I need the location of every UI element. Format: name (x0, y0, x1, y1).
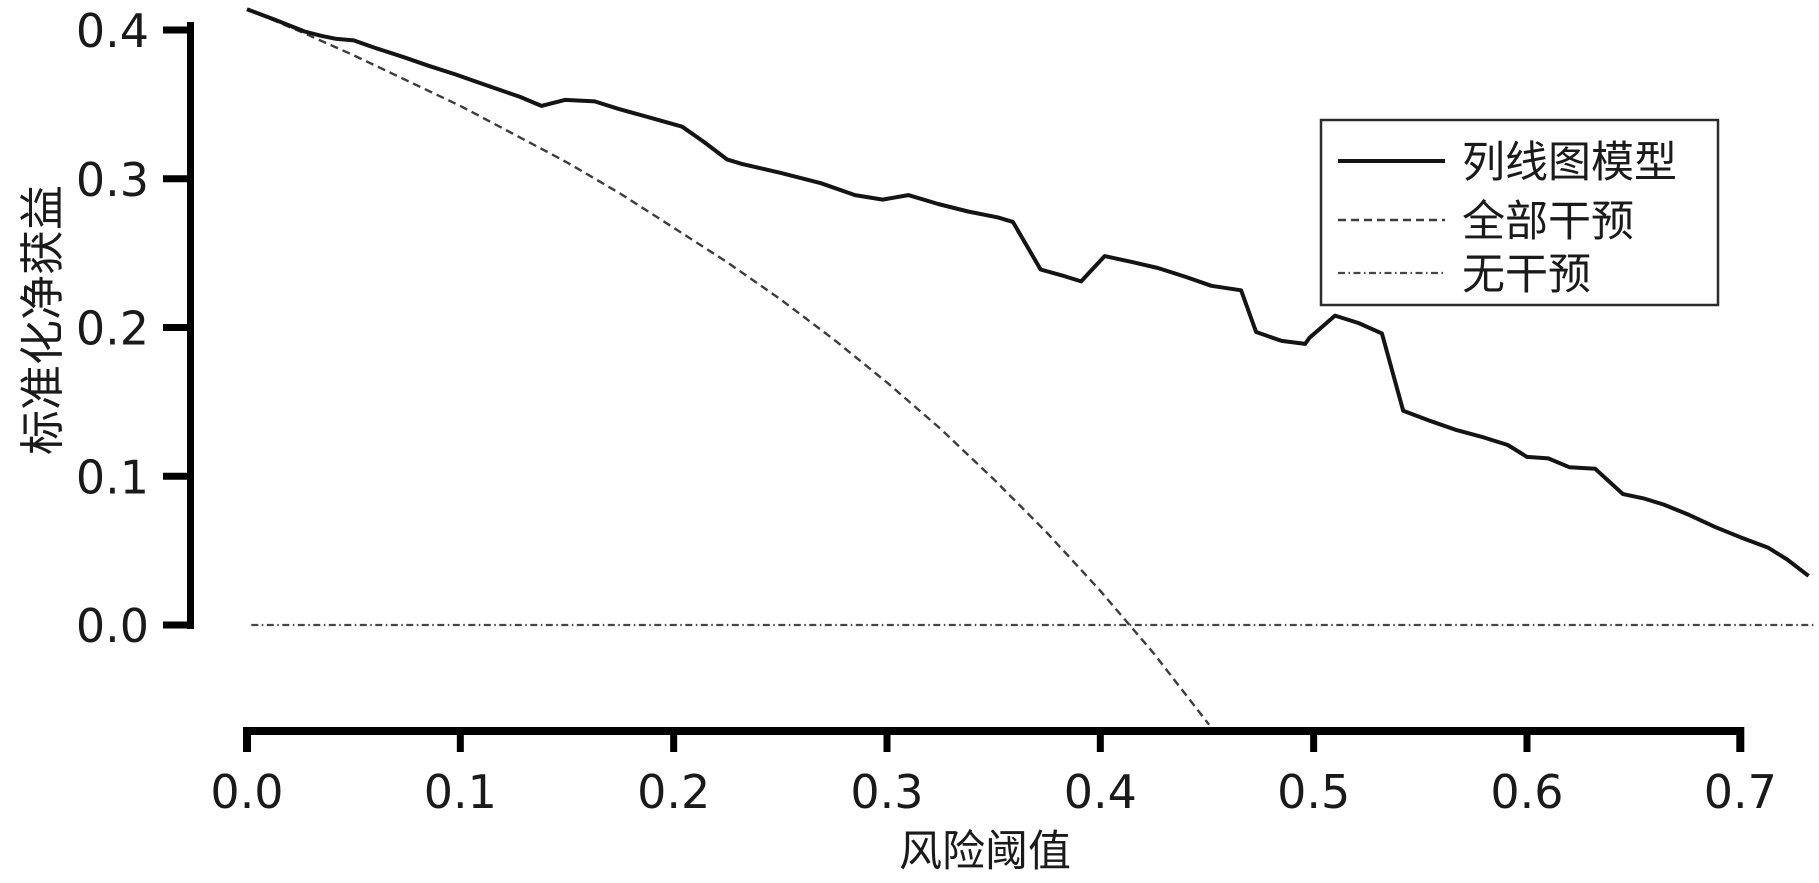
y-tick-label: 0.4 (76, 4, 149, 58)
nomogram-model-curve (246, 7, 1810, 578)
legend-label-nomogram: 列线图模型 (1462, 138, 1677, 188)
x-tick-label: 0.3 (850, 765, 923, 819)
x-axis-line (243, 727, 1745, 752)
x-tick-label: 0.4 (1064, 765, 1137, 819)
y-tick-label: 0.3 (76, 153, 149, 207)
legend: 列线图模型 全部干预 无干预 (1319, 118, 1720, 307)
treat-all-curve (246, 8, 1211, 726)
x-axis-title: 风险阈值 (899, 827, 1071, 877)
x-tick-label: 0.5 (1277, 765, 1350, 819)
y-axis-title: 标准化净获益 (16, 185, 69, 455)
y-tick-label: 0.2 (76, 302, 149, 356)
y-tick-label: 0.0 (76, 599, 149, 653)
x-tick-label: 0.7 (1704, 765, 1777, 819)
y-tick-label: 0.1 (76, 450, 149, 504)
x-tick-label: 0.0 (210, 765, 283, 819)
x-axis-ticks: 0.0 0.1 0.2 0.3 0.4 0.5 0.6 0.7 (210, 731, 1777, 819)
x-tick-label: 0.2 (637, 765, 710, 819)
axes: 0.0 0.1 0.2 0.3 0.4 0.0 0.1 0.2 0.3 0.4 0.5 0.6 0.7 (76, 4, 1777, 819)
legend-label-treat-none: 无干预 (1462, 250, 1591, 300)
x-tick-label: 0.1 (424, 765, 497, 819)
legend-box (1319, 118, 1720, 307)
legend-label-treat-all: 全部干预 (1462, 197, 1634, 247)
x-tick-label: 0.6 (1490, 765, 1563, 819)
y-axis-ticks: 0.0 0.1 0.2 0.3 0.4 (76, 4, 191, 653)
